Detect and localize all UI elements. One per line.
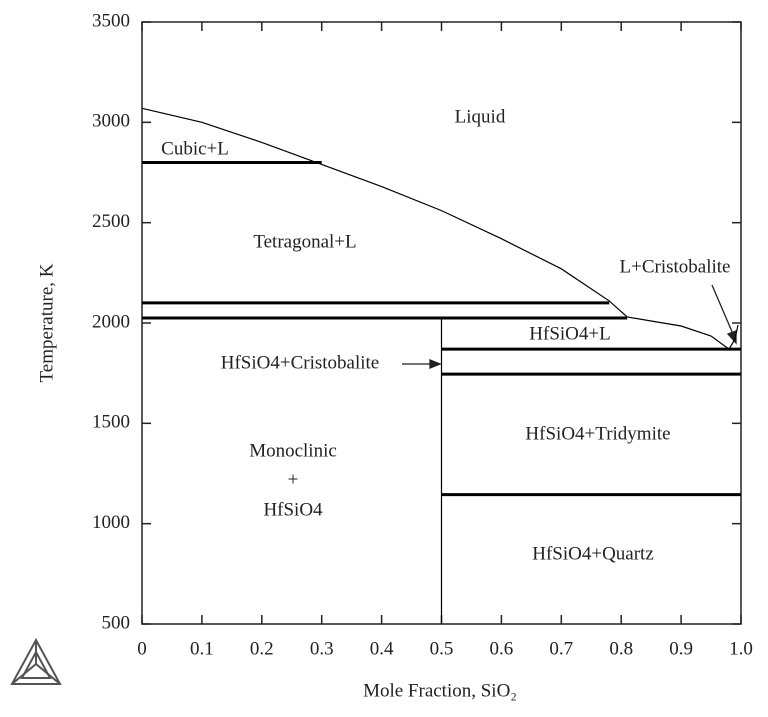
logo-triangle [20, 649, 52, 679]
region-label: L+Cristobalite [620, 256, 731, 277]
x-tick-label: 0.2 [250, 638, 274, 659]
y-tick-label: 500 [102, 612, 131, 633]
y-tick-label: 1500 [92, 412, 130, 433]
region-label: HfSiO4+Quartz [532, 543, 654, 564]
x-tick-label: 0 [137, 638, 147, 659]
y-tick-label: 3500 [92, 10, 130, 31]
region-label: Monoclinic [249, 440, 337, 461]
logo-line [11, 663, 37, 685]
x-tick-label: 0.8 [609, 638, 633, 659]
x-tick-label: 0.7 [549, 638, 573, 659]
x-tick-label: 0.4 [370, 638, 394, 659]
x-tick-label: 0.3 [310, 638, 334, 659]
y-tick-label: 1000 [92, 512, 130, 533]
y-tick-label: 2500 [92, 211, 130, 232]
region-label: HfSiO4 [263, 499, 323, 520]
arrow-line [711, 284, 734, 335]
arrow-head [429, 359, 442, 369]
region-label: HfSiO4+Cristobalite [221, 352, 380, 373]
region-label: + [288, 469, 299, 490]
logo-line [35, 663, 61, 685]
x-tick-label: 0.9 [669, 638, 693, 659]
arrow-head [726, 330, 737, 345]
region-label: Cubic+L [161, 138, 229, 159]
x-axis-label: Mole Fraction, SiO₂ [363, 680, 517, 701]
x-tick-label: 0.5 [430, 638, 454, 659]
y-tick-label: 3000 [92, 111, 130, 132]
phase-boundary [141, 107, 739, 350]
y-axis-label: Temperature, K [36, 263, 57, 382]
region-label: HfSiO4+L [529, 323, 610, 344]
region-label: Liquid [455, 106, 506, 127]
region-label: Tetragonal+L [253, 231, 356, 252]
region-label: HfSiO4+Tridymite [525, 423, 670, 444]
logo [10, 637, 62, 685]
x-tick-label: 1.0 [729, 638, 753, 659]
x-tick-label: 0.1 [190, 638, 214, 659]
x-tick-label: 0.6 [490, 638, 514, 659]
y-tick-label: 2000 [92, 311, 130, 332]
logo-triangle [10, 637, 62, 685]
